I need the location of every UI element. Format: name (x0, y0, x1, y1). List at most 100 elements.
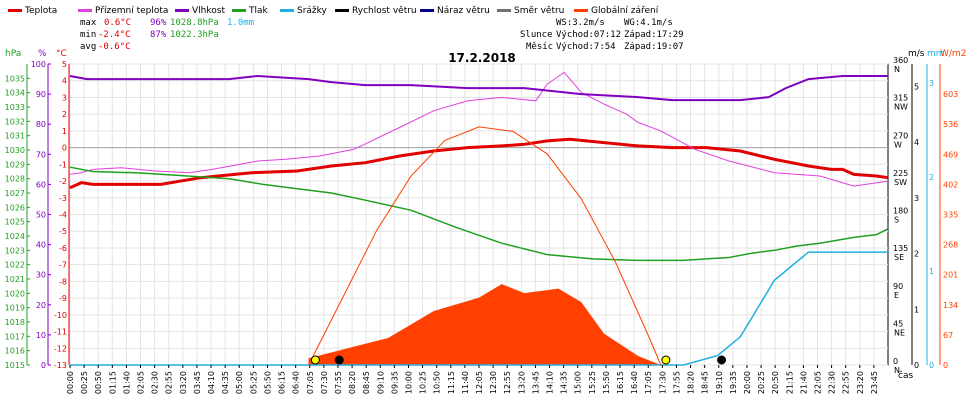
x-tick-label: 13:45 (531, 371, 540, 394)
legend-label: Směr větru (514, 6, 564, 16)
x-tick-label: 21:40 (799, 371, 808, 394)
pressure-tick: 1024 (5, 232, 25, 241)
legend-item: Přízemní teplota (78, 6, 168, 16)
x-tick-label: 10:50 (433, 371, 442, 394)
stat-max-rain: 1.0mm (227, 18, 254, 28)
x-tick-label: 10:00 (404, 371, 413, 394)
pressure-tick: 1035 (5, 74, 25, 83)
x-tick-label: 12:55 (503, 371, 512, 394)
sun-set: Západ:17:29 (624, 30, 684, 40)
x-tick-label: 00:25 (80, 371, 89, 394)
rain-tick: 0 (929, 361, 934, 370)
x-tick-label: 15:50 (602, 371, 611, 394)
legend-label: Rychlost větru (352, 6, 417, 16)
stat-max-press: 1028.8hPa (170, 18, 219, 28)
moon-rise-marker (334, 355, 344, 365)
temperature-tick: -10 (54, 311, 67, 320)
x-tick-label: 17:30 (658, 371, 667, 394)
x-tick-label: 13:20 (517, 371, 526, 394)
unit-mm: mm (927, 49, 945, 59)
x-tick-label: 20:50 (771, 371, 780, 394)
moon-set-marker (717, 355, 727, 365)
temperature-tick: -4 (59, 211, 67, 220)
wind-direction-label: SE (894, 253, 904, 262)
moon-set: Západ:19:07 (624, 42, 684, 52)
pressure-tick: 1031 (5, 132, 25, 141)
x-tick-label: 12:05 (475, 371, 484, 394)
radiation-tick: 201 (943, 271, 958, 280)
pressure-tick: 1020 (5, 289, 25, 298)
temperature-tick: 2 (62, 110, 67, 119)
pressure-tick: 1018 (5, 318, 25, 327)
wind-direction-label: SW (894, 178, 907, 187)
wind-direction-tick: 135 (893, 244, 908, 253)
wind-direction-label: E (894, 291, 899, 300)
legend-item: Tlak (232, 6, 269, 16)
legend-label: Srážky (297, 6, 328, 16)
humidity-tick: 30 (36, 271, 46, 280)
legend-label: Globální záření (591, 6, 659, 16)
stats-block: max 0.6°C 96% 1028.8hPa 1.0mm min -2.4°C… (80, 18, 254, 52)
humidity-tick: 70 (36, 150, 46, 159)
rain-tick: 2 (929, 173, 934, 182)
stat-avg-temp: -0.6°C (98, 42, 131, 52)
humidity-tick: 60 (36, 180, 46, 189)
x-tick-label: 14:10 (546, 371, 555, 394)
x-tick-label: 22:30 (828, 371, 837, 394)
humidity-tick: 90 (36, 90, 46, 99)
x-tick-label: 06:15 (278, 371, 287, 394)
wind-direction-label: N (894, 65, 900, 74)
x-tick-label: 09:35 (390, 371, 399, 394)
unit-hpa: hPa (5, 49, 21, 59)
x-tick-label: 08:20 (348, 371, 357, 394)
x-tick-label: 02:55 (165, 371, 174, 394)
x-tick-label: 02:30 (151, 371, 160, 394)
x-tick-label: 07:55 (334, 371, 343, 394)
chart-title: 17.2.2018 (448, 51, 516, 65)
series-teplota (69, 137, 889, 190)
temperature-tick: -6 (59, 244, 67, 253)
pressure-tick: 1034 (5, 89, 25, 98)
sun-label: Slunce (520, 30, 553, 40)
x-tick-label: 03:45 (193, 371, 202, 394)
x-tick-label: 10:25 (419, 371, 428, 394)
wind-direction-tick: 360 (893, 56, 908, 65)
series-radiation-area (308, 284, 661, 365)
stat-min-label: min (80, 30, 96, 40)
legend-item: Vlhkost (175, 6, 225, 16)
stat-min-press: 1022.3hPa (170, 30, 219, 40)
x-tick-label: 19:35 (729, 371, 738, 394)
wind-direction-label: S (894, 216, 899, 225)
x-tick-label: 06:40 (292, 371, 301, 394)
legend-swatch (574, 9, 588, 12)
temperature-tick: -7 (59, 261, 67, 270)
wind-direction-tick: 0 (893, 357, 898, 366)
temperature-tick: 3 (62, 93, 67, 102)
temperature-tick: -12 (54, 344, 67, 353)
legend-item: Globální záření (574, 6, 659, 16)
humidity-tick: 40 (36, 241, 46, 250)
moon-label: Měsíc (526, 42, 553, 52)
wind-speed-tick: 1 (914, 305, 919, 314)
legend-swatch (335, 9, 349, 12)
pressure-tick: 1022 (5, 261, 25, 270)
x-tick-label: 07:30 (320, 371, 329, 394)
stat-min-hum: 87% (150, 30, 167, 40)
series-vlhkost (69, 74, 888, 102)
pressure-tick: 1027 (5, 189, 25, 198)
x-tick-label: 04:35 (221, 371, 230, 394)
x-tick-label: 01:15 (108, 371, 117, 394)
x-tick-label: 23:45 (870, 371, 879, 394)
unit-ms: m/s (908, 49, 925, 59)
x-tick-label: 15:25 (588, 371, 597, 394)
moon-rise: Východ:7:54 (556, 42, 616, 52)
stat-max-temp: 0.6°C (104, 18, 131, 28)
humidity-tick: 20 (36, 301, 46, 310)
x-tick-label: 04:10 (207, 371, 216, 394)
stat-max-hum: 96% (150, 18, 167, 28)
astro-info: WS:3.2m/s WG:4.1m/s Slunce Východ:07:12 … (520, 18, 684, 52)
pressure-tick: 1021 (5, 275, 25, 284)
x-tick-label: 11:15 (447, 371, 456, 394)
rain-tick: 1 (929, 267, 934, 276)
x-tick-label: 19:10 (715, 371, 724, 394)
